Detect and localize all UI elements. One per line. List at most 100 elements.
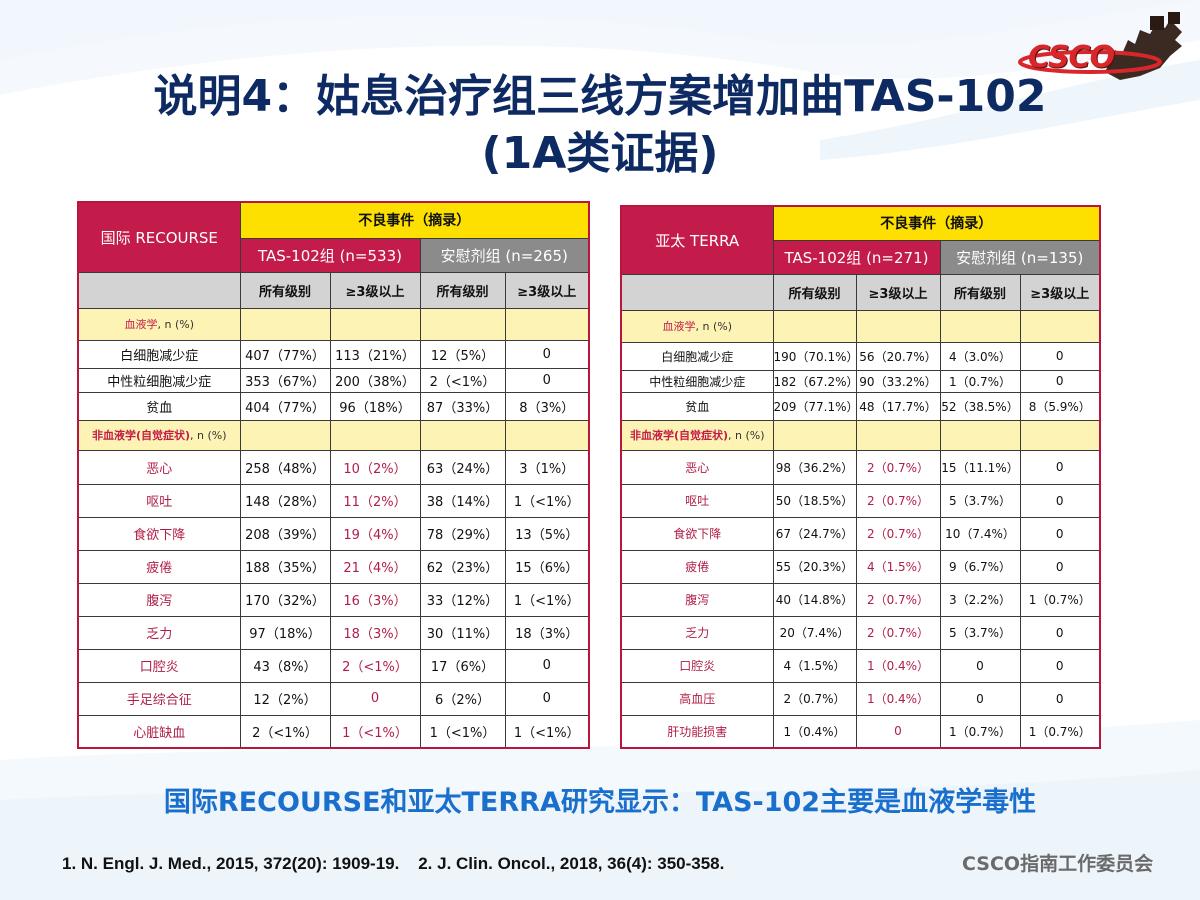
col-grade3-plus: ≥3级以上: [329, 271, 421, 309]
ae-value-cell: 2（<1%）: [329, 648, 421, 683]
table-row: 手足综合征 12（2%） 0 6（2%） 0: [77, 681, 590, 716]
ae-term-cell: 中性粒细胞减少症: [77, 367, 241, 393]
table-row: 白细胞减少症 407（77%） 113（21%） 12（5%） 0: [77, 339, 590, 369]
ae-value-cell: 2（0.7%）: [855, 483, 941, 518]
ae-value-cell: 38（14%）: [419, 483, 506, 518]
page-title-line2: (1A类证据): [481, 128, 719, 179]
ae-term-cell: 白细胞减少症: [620, 341, 774, 371]
subheader-blank: [77, 271, 241, 309]
ae-value-cell: 10（2%）: [329, 449, 421, 485]
ae-value-cell: 56（20.7%）: [855, 341, 941, 371]
ae-value-cell: 1（0.7%）: [1019, 582, 1101, 617]
ae-value-cell: 4（3.0%）: [939, 341, 1021, 371]
study-name-cell: 亚太 TERRA: [620, 205, 774, 275]
ae-value-cell: 0: [1019, 449, 1101, 485]
ae-value-cell: 19（4%）: [329, 516, 421, 551]
table-row: 疲倦 188（35%） 21（4%） 62（23%） 15（6%）: [77, 549, 590, 584]
ae-value-cell: 1（0.4%）: [855, 681, 941, 716]
ae-value-cell: 353（67%）: [239, 367, 331, 393]
ae-value-cell: 11（2%）: [329, 483, 421, 518]
ae-value-cell: 0: [1019, 369, 1101, 393]
ae-term-cell: 疲倦: [77, 549, 241, 584]
ae-term-cell: 口腔炎: [620, 648, 774, 683]
table-row: 贫血 404（77%） 96（18%） 87（33%） 8（3%）: [77, 391, 590, 421]
ae-term-cell: 疲倦: [620, 549, 774, 584]
ae-value-cell: 0: [1019, 341, 1101, 371]
ae-value-cell: 5（3.7%）: [939, 483, 1021, 518]
table-row: 口腔炎 4（1.5%） 1（0.4%） 0 0: [620, 648, 1101, 683]
ae-value-cell: 2（0.7%）: [855, 449, 941, 485]
ae-value-cell: 1（0.7%）: [939, 369, 1021, 393]
col-grade3-plus: ≥3级以上: [1019, 273, 1101, 311]
ae-term-cell: 食欲下降: [77, 516, 241, 551]
ae-value-cell: 2（<1%）: [239, 714, 331, 749]
table-row: 高血压 2（0.7%） 1（0.4%） 0 0: [620, 681, 1101, 716]
ae-term-cell: 腹泻: [77, 582, 241, 617]
ae-term-cell: 贫血: [620, 391, 774, 421]
ae-value-cell: 2（0.7%）: [855, 615, 941, 650]
ae-value-cell: 0: [504, 648, 590, 683]
ae-value-cell: 258（48%）: [239, 449, 331, 485]
ae-value-cell: 1（0.4%）: [772, 714, 857, 749]
ae-value-cell: 1（0.7%）: [1019, 714, 1101, 749]
ae-value-cell: 52（38.5%）: [939, 391, 1021, 421]
placebo-arm-header: 安慰剂组 (n=265): [419, 237, 590, 273]
ae-value-cell: 48（17.7%）: [855, 391, 941, 421]
table-row: 乏力 97（18%） 18（3%） 30（11%） 18（3%）: [77, 615, 590, 650]
ae-value-cell: 43（8%）: [239, 648, 331, 683]
ae-value-cell: 3（2.2%）: [939, 582, 1021, 617]
section-hematologic: 血液学, n (%): [620, 309, 774, 343]
ae-value-cell: 63（24%）: [419, 449, 506, 485]
table-row: 白细胞减少症 190（70.1%） 56（20.7%） 4（3.0%） 0: [620, 341, 1101, 371]
ae-value-cell: 33（12%）: [419, 582, 506, 617]
ae-value-cell: 1（<1%）: [504, 582, 590, 617]
ae-value-cell: 1（<1%）: [329, 714, 421, 749]
ae-term-cell: 恶心: [620, 449, 774, 485]
section-nonhematologic: 非血液学(自觉症状), n (%): [620, 419, 774, 451]
ae-value-cell: 30（11%）: [419, 615, 506, 650]
ae-term-cell: 贫血: [77, 391, 241, 421]
ae-term-cell: 恶心: [77, 449, 241, 485]
ae-term-cell: 白细胞减少症: [77, 339, 241, 369]
ae-value-cell: 0: [1019, 648, 1101, 683]
table-row: 食欲下降 67（24.7%） 2（0.7%） 10（7.4%） 0: [620, 516, 1101, 551]
ae-value-cell: 50（18.5%）: [772, 483, 857, 518]
ae-value-cell: 404（77%）: [239, 391, 331, 421]
table-row: 恶心 258（48%） 10（2%） 63（24%） 3（1%）: [77, 449, 590, 485]
ae-value-cell: 40（14.8%）: [772, 582, 857, 617]
table-row: 呕吐 148（28%） 11（2%） 38（14%） 1（<1%）: [77, 483, 590, 518]
placebo-arm-header: 安慰剂组 (n=135): [939, 239, 1101, 275]
ae-value-cell: 0: [855, 714, 941, 749]
ae-term-cell: 中性粒细胞减少症: [620, 369, 774, 393]
ae-value-cell: 16（3%）: [329, 582, 421, 617]
table-row: 呕吐 50（18.5%） 2（0.7%） 5（3.7%） 0: [620, 483, 1101, 518]
ae-value-cell: 55（20.3%）: [772, 549, 857, 584]
ae-value-cell: 90（33.2%）: [855, 369, 941, 393]
table-row: 心脏缺血 2（<1%） 1（<1%） 1（<1%） 1（<1%）: [77, 714, 590, 749]
ae-value-cell: 21（4%）: [329, 549, 421, 584]
col-grade3-plus: ≥3级以上: [504, 271, 590, 309]
ae-value-cell: 0: [939, 681, 1021, 716]
col-all-grades: 所有级别: [939, 273, 1021, 311]
ae-value-cell: 170（32%）: [239, 582, 331, 617]
ae-term-cell: 手足综合征: [77, 681, 241, 716]
ae-term-cell: 口腔炎: [77, 648, 241, 683]
table-row: 口腔炎 43（8%） 2（<1%） 17（6%） 0: [77, 648, 590, 683]
ae-term-cell: 乏力: [620, 615, 774, 650]
ae-value-cell: 6（2%）: [419, 681, 506, 716]
ae-header-cell: 不良事件（摘录）: [239, 201, 590, 239]
ae-value-cell: 62（23%）: [419, 549, 506, 584]
ae-value-cell: 2（0.7%）: [772, 681, 857, 716]
ae-value-cell: 0: [939, 648, 1021, 683]
conclusion-text: 国际RECOURSE和亚太TERRA研究显示：TAS-102主要是血液学毒性: [163, 787, 1037, 818]
table-row: 疲倦 55（20.3%） 4（1.5%） 9（6.7%） 0: [620, 549, 1101, 584]
table-row: 乏力 20（7.4%） 2（0.7%） 5（3.7%） 0: [620, 615, 1101, 650]
page-title-line1: 说明4：姑息治疗组三线方案增加曲TAS-102: [153, 71, 1047, 122]
ae-value-cell: 182（67.2%）: [772, 369, 859, 393]
table-row: 恶心 98（36.2%） 2（0.7%） 15（11.1%） 0: [620, 449, 1101, 485]
ae-value-cell: 0: [1019, 516, 1101, 551]
subheader-blank: [620, 273, 774, 311]
ae-term-cell: 乏力: [77, 615, 241, 650]
ae-value-cell: 8（3%）: [504, 391, 590, 421]
ae-value-cell: 209（77.1%）: [772, 391, 859, 421]
